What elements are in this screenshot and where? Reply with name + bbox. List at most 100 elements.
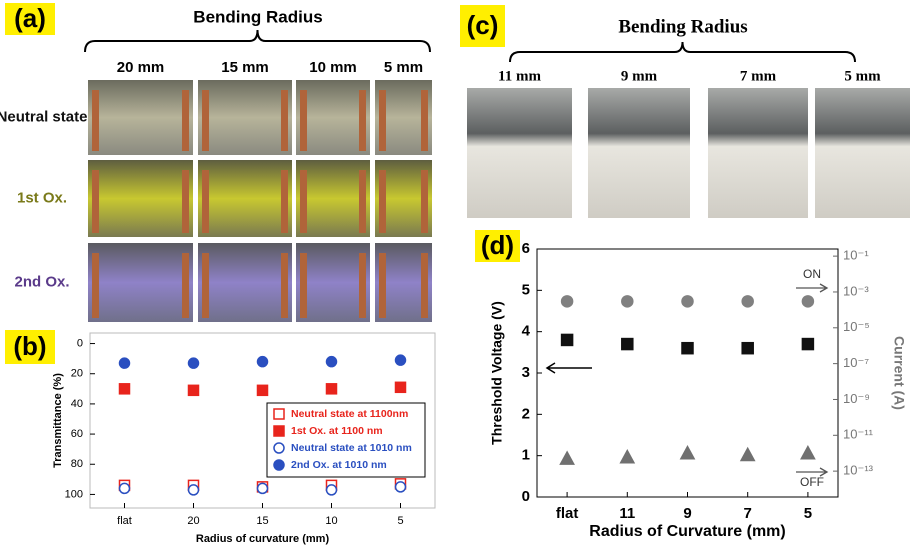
electrode — [379, 170, 386, 233]
y2-tick-label: 10⁻¹³ — [843, 463, 874, 478]
y2-tick-label: 10⁻⁹ — [843, 391, 870, 406]
marker — [681, 341, 694, 355]
electrode — [202, 90, 209, 151]
electrode — [300, 90, 307, 151]
electrode — [281, 253, 288, 318]
y2-axis-label: Current (A) — [891, 336, 907, 410]
marker — [394, 381, 407, 394]
marker — [256, 482, 269, 495]
electrode — [379, 253, 386, 318]
annotation: ON — [803, 267, 821, 281]
x-tick-label: 9 — [683, 505, 691, 522]
brace — [509, 41, 856, 63]
row-label: 2nd Ox. — [14, 273, 69, 290]
y2-tick-label: 10⁻¹¹ — [843, 427, 874, 442]
y-tick-label: 40 — [71, 398, 83, 410]
electrode — [182, 90, 189, 151]
photo — [815, 88, 910, 218]
marker — [325, 383, 338, 395]
electrode — [92, 170, 99, 233]
x-tick-label: 11 — [619, 505, 635, 522]
arrow — [545, 362, 592, 374]
marker — [679, 445, 696, 460]
electrode — [202, 170, 209, 233]
photo — [296, 80, 370, 155]
panel-label: (b) — [13, 331, 46, 361]
panel-label: (d) — [481, 230, 514, 260]
column-label: 5 mm — [844, 68, 881, 84]
marker — [118, 482, 131, 495]
electrode — [182, 253, 189, 318]
x-tick-label: 20 — [187, 515, 199, 527]
panel-label: (c) — [467, 10, 499, 40]
marker — [118, 383, 131, 395]
marker — [801, 337, 815, 351]
electrode — [359, 253, 366, 318]
photo — [88, 160, 193, 237]
arrow — [796, 467, 829, 477]
electrode — [359, 90, 366, 151]
electrode — [281, 170, 288, 233]
electrode — [300, 170, 307, 233]
electrode — [92, 90, 99, 151]
brace — [84, 29, 431, 53]
marker — [118, 357, 131, 369]
marker — [394, 354, 407, 366]
marker — [800, 445, 816, 460]
marker — [741, 341, 754, 355]
y-tick-label: 0 — [522, 488, 530, 505]
panel-label-box — [475, 230, 520, 262]
y-axis-label: Transmittance (%) — [52, 373, 64, 468]
x-tick-label: 10 — [325, 515, 337, 527]
marker — [741, 295, 754, 308]
marker — [187, 384, 200, 397]
electrode — [421, 170, 428, 233]
x-axis-label: Radius of curvature (mm) — [196, 533, 330, 545]
photo — [588, 88, 690, 218]
photo — [88, 243, 193, 322]
x-tick-label: 15 — [256, 515, 268, 527]
y-tick-label: 1 — [522, 447, 530, 464]
panel-label: (a) — [14, 3, 46, 33]
marker — [739, 446, 756, 462]
column-label: 11 mm — [498, 68, 541, 84]
marker — [325, 355, 338, 368]
y-tick-label: 5 — [522, 281, 530, 298]
marker — [619, 449, 636, 464]
x-tick-label: 5 — [397, 515, 403, 527]
photo — [296, 160, 370, 237]
column-label: 10 mm — [309, 59, 357, 76]
plot-frame — [536, 248, 839, 498]
y-axis-label: Threshold Voltage (V) — [489, 301, 505, 445]
column-label: 9 mm — [621, 68, 658, 84]
electrode — [182, 170, 189, 233]
electrode — [421, 253, 428, 318]
legend-label: 2nd Ox. at 1010 nm — [291, 459, 387, 471]
column-label: 20 mm — [117, 59, 165, 76]
column-label: 7 mm — [740, 68, 777, 84]
photo — [198, 243, 292, 322]
marker — [187, 484, 200, 496]
column-label: 15 mm — [221, 59, 269, 76]
column-label: 5 mm — [384, 59, 423, 76]
electrode — [281, 90, 288, 151]
arrow — [796, 283, 829, 293]
legend-label: Neutral state at 1010 nm — [291, 442, 412, 454]
marker — [273, 442, 285, 454]
y2-tick-label: 10⁻¹ — [843, 248, 869, 263]
y-tick-label: 0 — [77, 337, 83, 349]
row-label: 1st Ox. — [17, 189, 67, 206]
marker — [621, 295, 634, 308]
marker — [256, 355, 269, 368]
x-tick-label: flat — [117, 515, 132, 527]
photo — [296, 243, 370, 322]
y-tick-label: 6 — [522, 240, 530, 257]
photo — [198, 80, 292, 155]
marker — [560, 295, 574, 308]
panel-label-box — [5, 330, 55, 364]
photo — [198, 160, 292, 237]
marker — [273, 408, 285, 420]
photo — [467, 88, 572, 218]
y2-tick-label: 10⁻⁵ — [843, 319, 870, 334]
